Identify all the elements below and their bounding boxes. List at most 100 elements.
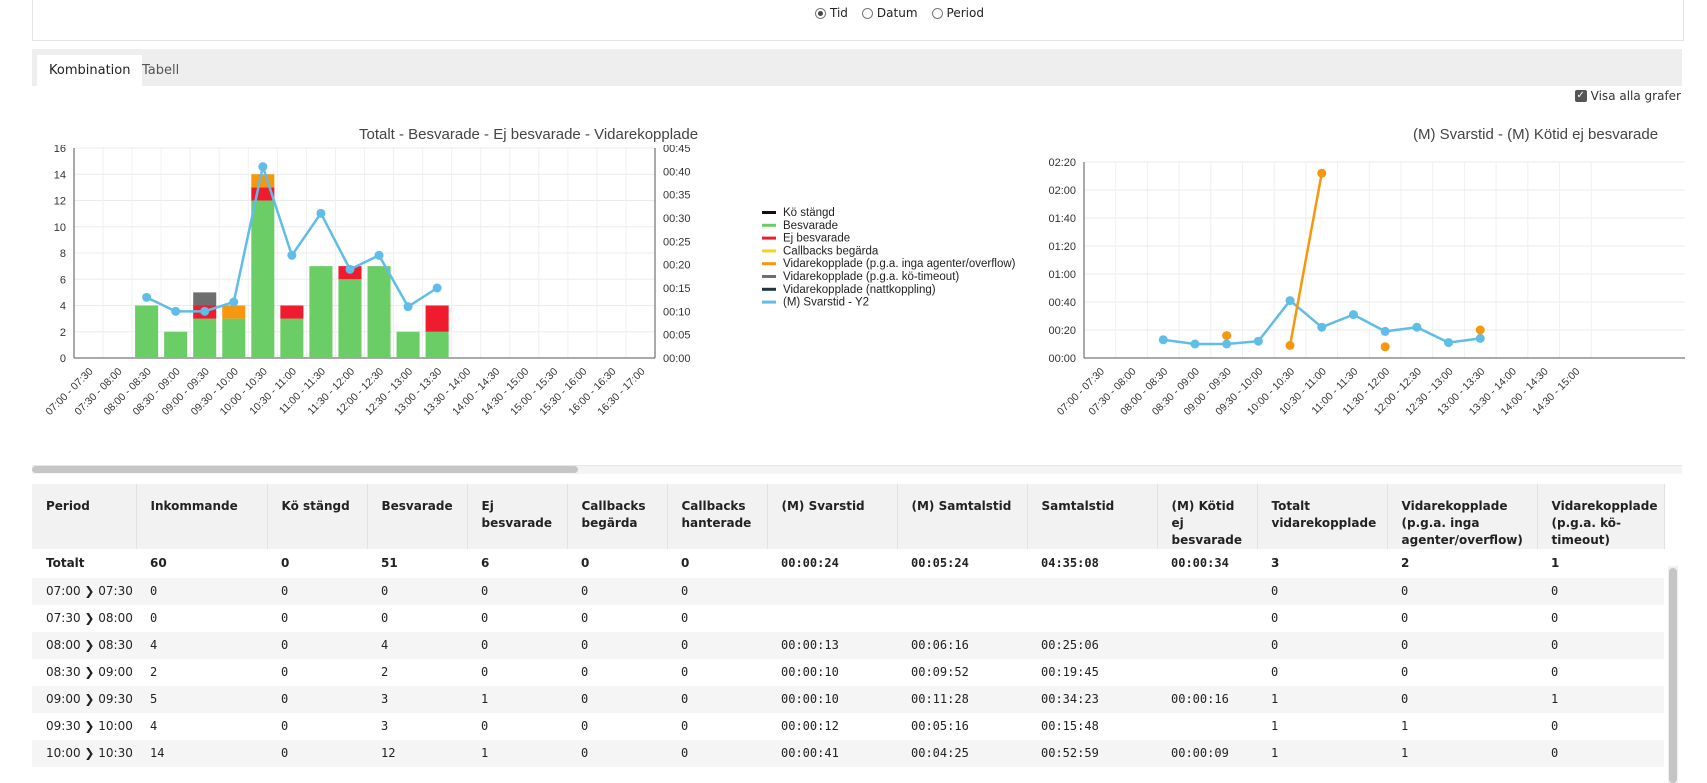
column-header[interactable]: Vidarekopplade (p.g.a. kö-timeout) (1537, 484, 1665, 549)
radio-unchecked-icon[interactable] (931, 7, 943, 19)
tab-tabell[interactable]: Tabell (142, 63, 180, 78)
column-header[interactable]: Period (32, 484, 137, 549)
line-point[interactable] (316, 208, 326, 218)
column-header[interactable]: (M) Samtalstid (897, 484, 1028, 549)
show-all-graphs-toggle[interactable]: ✓ Visa alla grafer (1574, 89, 1681, 103)
bar-segment[interactable] (425, 305, 449, 332)
bar-segment[interactable] (396, 331, 420, 358)
line-point[interactable] (403, 302, 413, 312)
y-tick-label: 02:20 (1048, 157, 1076, 169)
radio-period[interactable]: Period (931, 6, 984, 20)
line-point[interactable] (1317, 322, 1327, 332)
bar-segment[interactable] (280, 318, 304, 358)
table-cell: 07:00 ❯ 07:30 (32, 578, 136, 605)
line-point[interactable] (1190, 339, 1200, 349)
table-cell: 00:05:24 (911, 556, 969, 570)
line-point[interactable] (229, 297, 239, 307)
radio-unchecked-icon[interactable] (861, 7, 873, 19)
bar-segment[interactable] (135, 305, 159, 359)
column-header[interactable]: Callbacks hanterade (667, 484, 768, 549)
line-point[interactable] (1158, 335, 1168, 345)
column-header[interactable]: Callbacks begärda (567, 484, 668, 549)
bar-segment[interactable] (425, 331, 449, 358)
y-tick-label: 8 (60, 248, 66, 260)
checkbox-checked-icon[interactable]: ✓ (1574, 90, 1587, 102)
line-point[interactable] (1380, 326, 1390, 336)
column-header[interactable]: Ej besvarade (467, 484, 568, 549)
table-cell: 2 (150, 665, 158, 679)
table-cell: 00:52:59 (1027, 740, 1157, 767)
line-point[interactable] (1380, 342, 1390, 352)
legend-swatch (762, 249, 776, 253)
radio-datum[interactable]: Datum (861, 6, 918, 20)
column-header[interactable]: (M) Kötid ej besvarade (1157, 484, 1258, 549)
table-cell: 4 (150, 719, 158, 733)
y-tick-label: 00:20 (1048, 325, 1076, 337)
line-point[interactable] (374, 250, 384, 260)
table-cell: 0 (567, 686, 667, 713)
bar-segment[interactable] (251, 200, 275, 359)
column-header[interactable]: Samtalstid (1027, 484, 1158, 549)
column-header[interactable]: Kö stängd (267, 484, 368, 549)
column-header[interactable]: (M) Svarstid (767, 484, 898, 549)
bar-segment[interactable] (193, 318, 217, 358)
line-point[interactable] (432, 283, 442, 293)
line-point[interactable] (1317, 168, 1327, 178)
table-cell (1157, 605, 1257, 632)
bar-segment[interactable] (222, 318, 246, 358)
line-point[interactable] (287, 250, 297, 260)
radio-checked-icon[interactable] (815, 7, 826, 19)
bar-segment[interactable] (164, 331, 188, 358)
column-header[interactable]: Besvarade (367, 484, 468, 549)
line-point[interactable] (1444, 338, 1454, 348)
table-cell: 1 (1401, 719, 1409, 733)
table-cell: 00:09:52 (911, 665, 969, 679)
bar-segment[interactable] (309, 266, 333, 358)
table-cell: 00:00:41 (767, 740, 897, 767)
y-tick-label: 6 (60, 274, 66, 286)
table-cell: 00:19:45 (1041, 665, 1099, 679)
line-point[interactable] (1348, 310, 1358, 320)
bar-segment[interactable] (251, 174, 275, 188)
table-cell: 0 (1537, 578, 1664, 605)
table-cell: 0 (681, 665, 689, 679)
line-point[interactable] (1475, 325, 1485, 335)
table-cell: 0 (581, 611, 589, 625)
chart-horizontal-scrollbar[interactable] (32, 465, 1682, 474)
line-point[interactable] (1222, 339, 1232, 349)
line-point[interactable] (200, 306, 210, 316)
bar-segment[interactable] (367, 266, 391, 358)
column-header[interactable]: Vidarekopplade (p.g.a. inga agenter/over… (1387, 484, 1538, 549)
bar-segment[interactable] (222, 305, 246, 319)
line-point[interactable] (1475, 333, 1485, 343)
line-point[interactable] (1285, 340, 1295, 350)
table-cell: 60 (150, 556, 167, 570)
table-cell: 00:11:28 (897, 686, 1027, 713)
line-point[interactable] (258, 162, 268, 172)
legend-label: Besvarade (783, 220, 838, 232)
y-tick-label: 12 (54, 196, 66, 208)
line-point[interactable] (1285, 296, 1295, 306)
y-tick-label: 01:00 (1048, 269, 1076, 281)
chart-scrollbar-thumb[interactable] (32, 466, 578, 473)
table-cell: 0 (1271, 611, 1279, 625)
bar-segment[interactable] (280, 305, 304, 319)
line-point[interactable] (345, 264, 355, 274)
bar-segment[interactable] (193, 292, 217, 306)
y2-tick-label: 00:10 (663, 306, 691, 318)
column-header[interactable]: Inkommande (136, 484, 268, 549)
bar-segment[interactable] (338, 279, 362, 358)
table-cell: 0 (150, 611, 158, 625)
line-point[interactable] (1222, 331, 1232, 341)
line-point[interactable] (142, 292, 152, 302)
line-point[interactable] (1412, 322, 1422, 332)
column-header[interactable]: Totalt vidarekopplade (1257, 484, 1388, 549)
table-cell: 0 (667, 632, 767, 659)
y-tick-label: 01:40 (1048, 213, 1076, 225)
table-scrollbar-thumb[interactable] (1669, 568, 1677, 783)
tab-kombination[interactable]: Kombination (37, 55, 143, 86)
table-cell: 00:15:48 (1041, 719, 1099, 733)
line-point[interactable] (1253, 336, 1263, 346)
radio-tid[interactable]: Tid (815, 6, 848, 20)
line-point[interactable] (171, 306, 181, 316)
